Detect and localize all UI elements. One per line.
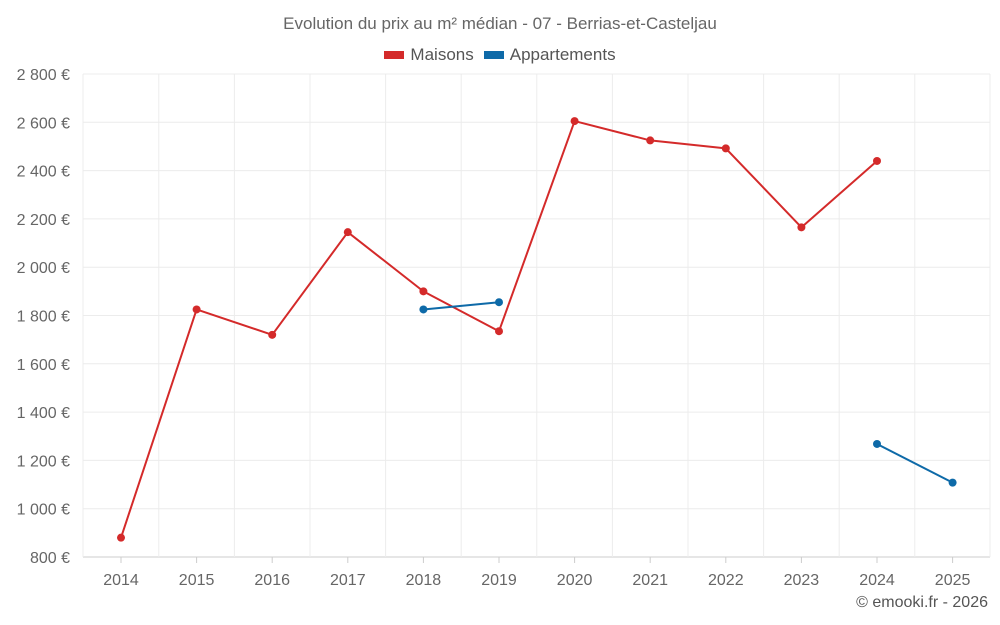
series-line-appartements <box>423 301 500 311</box>
data-point-maisons <box>268 330 277 339</box>
data-point-maisons <box>797 223 806 232</box>
data-point-maisons <box>192 305 201 314</box>
data-point-appartements <box>873 439 881 448</box>
x-tick-label: 2024 <box>859 572 895 589</box>
x-tick-label: 2022 <box>708 572 744 589</box>
y-tick-label: 1 600 € <box>17 357 70 374</box>
legend: Maisons Appartements <box>0 45 1000 65</box>
y-tick-label: 2 000 € <box>17 260 70 277</box>
x-tick-label: 2014 <box>103 572 139 589</box>
y-tick-label: 2 800 € <box>17 67 70 84</box>
y-tick-label: 800 € <box>30 550 70 567</box>
x-tick-label: 2017 <box>330 572 366 589</box>
legend-label-maisons: Maisons <box>410 45 474 64</box>
data-point-maisons <box>117 533 125 542</box>
series-line-appartements <box>876 443 954 484</box>
legend-item-maisons[interactable]: Maisons <box>384 45 474 65</box>
x-tick-label: 2018 <box>406 572 442 589</box>
legend-item-appartements[interactable]: Appartements <box>483 45 616 65</box>
legend-swatch-appartements <box>483 51 504 59</box>
y-tick-label: 1 800 € <box>17 309 70 326</box>
legend-swatch-maisons <box>384 51 405 59</box>
x-tick-label: 2016 <box>254 572 290 589</box>
data-point-maisons <box>495 327 503 336</box>
x-tick-label: 2021 <box>632 572 668 589</box>
data-point-appartements <box>495 298 503 307</box>
y-tick-label: 1 400 € <box>17 405 70 422</box>
x-tick-label: 2025 <box>935 572 971 589</box>
data-point-maisons <box>873 156 881 165</box>
data-point-maisons <box>570 117 579 126</box>
legend-label-appartements: Appartements <box>509 45 616 64</box>
data-point-appartements <box>419 305 428 314</box>
y-tick-label: 1 200 € <box>17 453 70 470</box>
x-tick-label: 2020 <box>557 572 593 589</box>
x-tick-label: 2023 <box>784 572 820 589</box>
y-tick-label: 1 000 € <box>17 502 70 519</box>
x-tick-label: 2019 <box>481 572 517 589</box>
y-tick-label: 2 600 € <box>17 115 70 132</box>
data-point-maisons <box>721 144 730 153</box>
data-point-maisons <box>646 136 655 145</box>
y-tick-label: 2 200 € <box>17 212 70 229</box>
data-point-appartements <box>948 478 957 487</box>
chart-title: Evolution du prix au m² médian - 07 - Be… <box>283 14 717 33</box>
x-tick-label: 2015 <box>179 572 215 589</box>
credit-text: © emooki.fr - 2026 <box>856 594 988 611</box>
y-tick-label: 2 400 € <box>17 164 70 181</box>
data-point-maisons <box>419 287 428 296</box>
data-point-maisons <box>343 228 352 237</box>
